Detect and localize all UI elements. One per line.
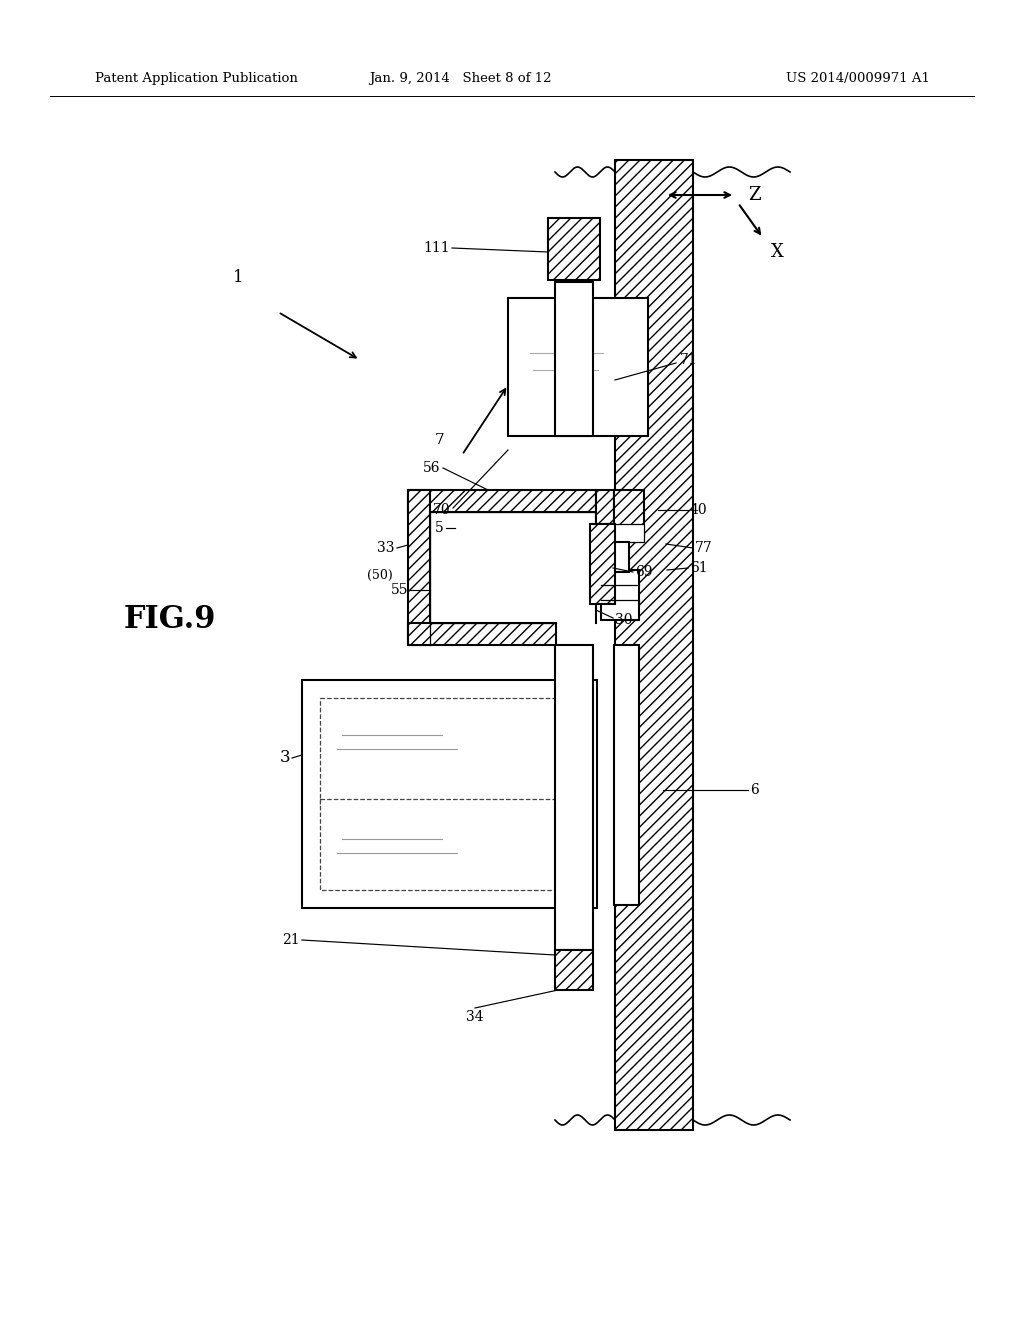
Text: 7: 7 — [435, 433, 444, 447]
Text: 5: 5 — [435, 521, 444, 535]
Text: 30: 30 — [615, 612, 633, 627]
Text: 6: 6 — [750, 783, 759, 797]
Text: 3: 3 — [280, 750, 290, 767]
Bar — [408, 490, 596, 512]
Text: 34: 34 — [466, 1010, 483, 1024]
Text: 111: 111 — [423, 242, 450, 255]
Bar — [408, 623, 556, 645]
Bar — [614, 645, 639, 906]
Text: 56: 56 — [423, 461, 440, 475]
Bar — [555, 950, 593, 990]
Text: X: X — [771, 243, 784, 261]
Text: Patent Application Publication: Patent Application Publication — [95, 73, 298, 84]
Text: 21: 21 — [283, 933, 300, 946]
Text: (50): (50) — [368, 569, 393, 582]
Bar — [319, 698, 579, 807]
Text: 70: 70 — [432, 503, 450, 517]
Text: 77: 77 — [695, 541, 713, 554]
Text: FIG.9: FIG.9 — [124, 605, 216, 635]
Bar — [548, 218, 600, 280]
Text: 55: 55 — [390, 583, 408, 597]
Bar — [555, 282, 593, 436]
Text: Jan. 9, 2014   Sheet 8 of 12: Jan. 9, 2014 Sheet 8 of 12 — [369, 73, 551, 84]
Bar — [615, 160, 693, 1130]
Text: US 2014/0009971 A1: US 2014/0009971 A1 — [786, 73, 930, 84]
Text: 71: 71 — [680, 352, 697, 367]
Bar — [508, 298, 648, 436]
Text: Z: Z — [748, 186, 761, 205]
Text: 1: 1 — [232, 269, 244, 286]
Text: 61: 61 — [690, 561, 708, 576]
Bar — [408, 490, 430, 645]
Text: 40: 40 — [690, 503, 708, 517]
Bar — [601, 543, 629, 572]
Bar — [555, 645, 593, 950]
Text: 69: 69 — [635, 565, 652, 579]
Bar — [614, 490, 644, 535]
Bar — [319, 799, 579, 890]
Bar — [590, 524, 615, 605]
Bar — [601, 570, 639, 620]
Bar — [302, 680, 597, 908]
Bar — [596, 524, 644, 543]
Bar — [596, 490, 614, 524]
Text: 33: 33 — [378, 541, 395, 554]
